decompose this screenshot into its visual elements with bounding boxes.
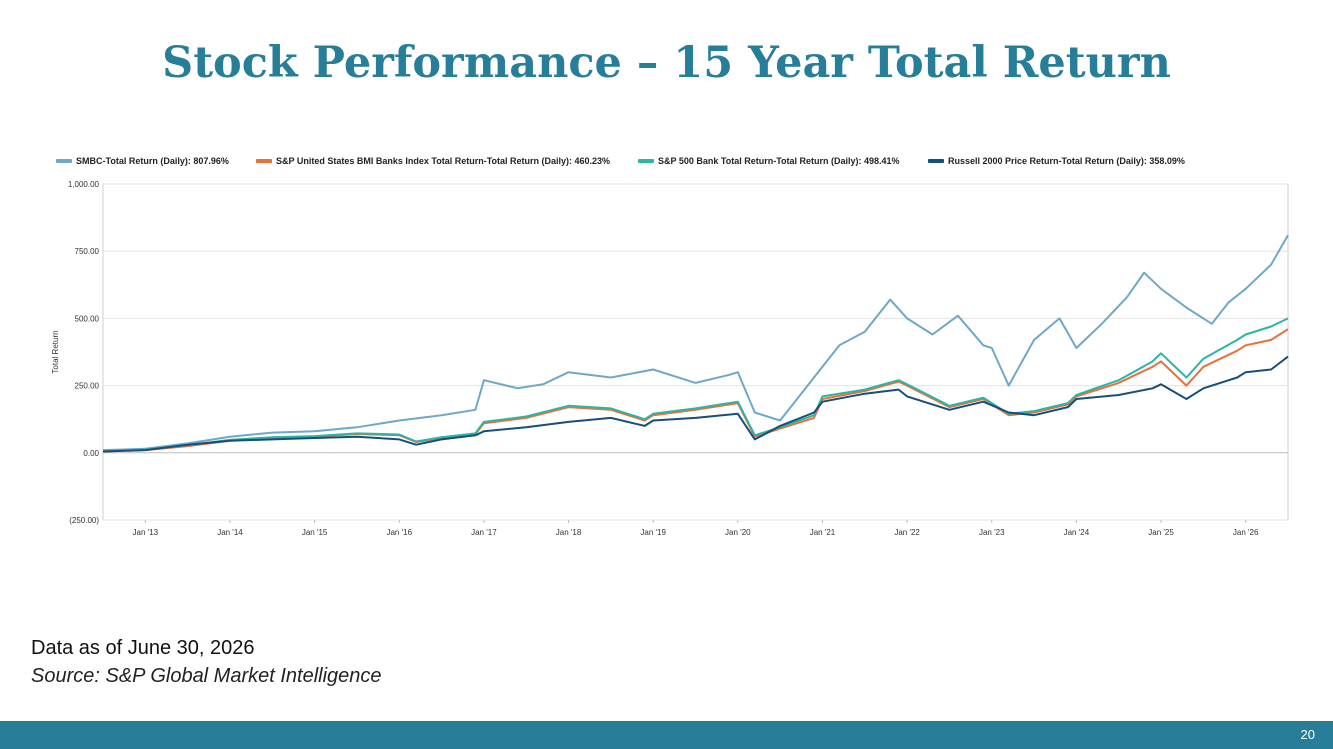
footer-bar: 20: [0, 721, 1333, 749]
legend-label-smbc: SMBC-Total Return (Daily): 807.96%: [76, 156, 229, 166]
legend-swatch-smbc: [56, 159, 72, 163]
y-tick-label: 250.00: [75, 382, 100, 391]
legend-label-russell-2000: Russell 2000 Price Return-Total Return (…: [948, 156, 1185, 166]
x-tick-label: Jan '16: [386, 528, 412, 537]
x-tick-label: Jan '23: [979, 528, 1005, 537]
legend-swatch-bmi-banks: [256, 159, 272, 163]
x-tick-label: Jan '22: [894, 528, 920, 537]
page-number: 20: [1300, 727, 1315, 742]
slide-title: Stock Performance – 15 Year Total Return: [162, 38, 1171, 88]
x-tick-label: Jan '18: [556, 528, 582, 537]
series-line-2: [102, 317, 1289, 453]
x-tick-label: Jan '13: [133, 528, 159, 537]
y-axis-label: Total Return: [51, 330, 60, 373]
source-note: Source: S&P Global Market Intelligence: [31, 665, 382, 687]
legend-item-bmi-banks: S&P United States BMI Banks Index Total …: [256, 156, 610, 166]
footnote: Data as of June 30, 2026 Source: S&P Glo…: [31, 634, 382, 690]
x-tick-label: Jan '20: [725, 528, 751, 537]
x-tick-label: Jan '25: [1148, 528, 1174, 537]
x-tick-label: Jan '21: [810, 528, 836, 537]
data-date-note: Data as of June 30, 2026: [31, 637, 255, 659]
x-tick-label: Jan '26: [1233, 528, 1259, 537]
legend-swatch-russell-2000: [928, 159, 944, 163]
y-tick-label: 500.00: [75, 314, 100, 323]
legend-label-bmi-banks: S&P United States BMI Banks Index Total …: [276, 156, 611, 166]
x-tick-label: Jan '19: [640, 528, 666, 537]
y-tick-label: 750.00: [75, 247, 100, 256]
x-tick-label: Jan '15: [302, 528, 328, 537]
line-chart: 1,000.00 750.00 500.00 250.00 0.00 (250.00) Ja…: [51, 180, 1289, 537]
legend-swatch-sp500-bank: [638, 159, 654, 163]
legend-item-sp500-bank: S&P 500 Bank Total Return-Total Return (…: [638, 156, 900, 166]
y-tick-label: (250.00): [69, 516, 99, 525]
y-tick-label: 1,000.00: [68, 180, 100, 189]
series-line-3: [102, 355, 1289, 453]
series-line-0: [102, 234, 1289, 452]
legend-item-smbc: SMBC-Total Return (Daily): 807.96%: [56, 156, 229, 166]
legend-item-russell-2000: Russell 2000 Price Return-Total Return (…: [928, 156, 1185, 166]
x-tick-label: Jan '14: [217, 528, 243, 537]
y-tick-label: 0.00: [83, 449, 99, 458]
x-tick-label: Jan '17: [471, 528, 497, 537]
legend-label-sp500-bank: S&P 500 Bank Total Return-Total Return (…: [658, 156, 900, 166]
plot-area-frame: [102, 183, 1289, 521]
x-tick-label: Jan '24: [1064, 528, 1090, 537]
chart-legend: SMBC-Total Return (Daily): 807.96% S&P U…: [56, 156, 1296, 172]
